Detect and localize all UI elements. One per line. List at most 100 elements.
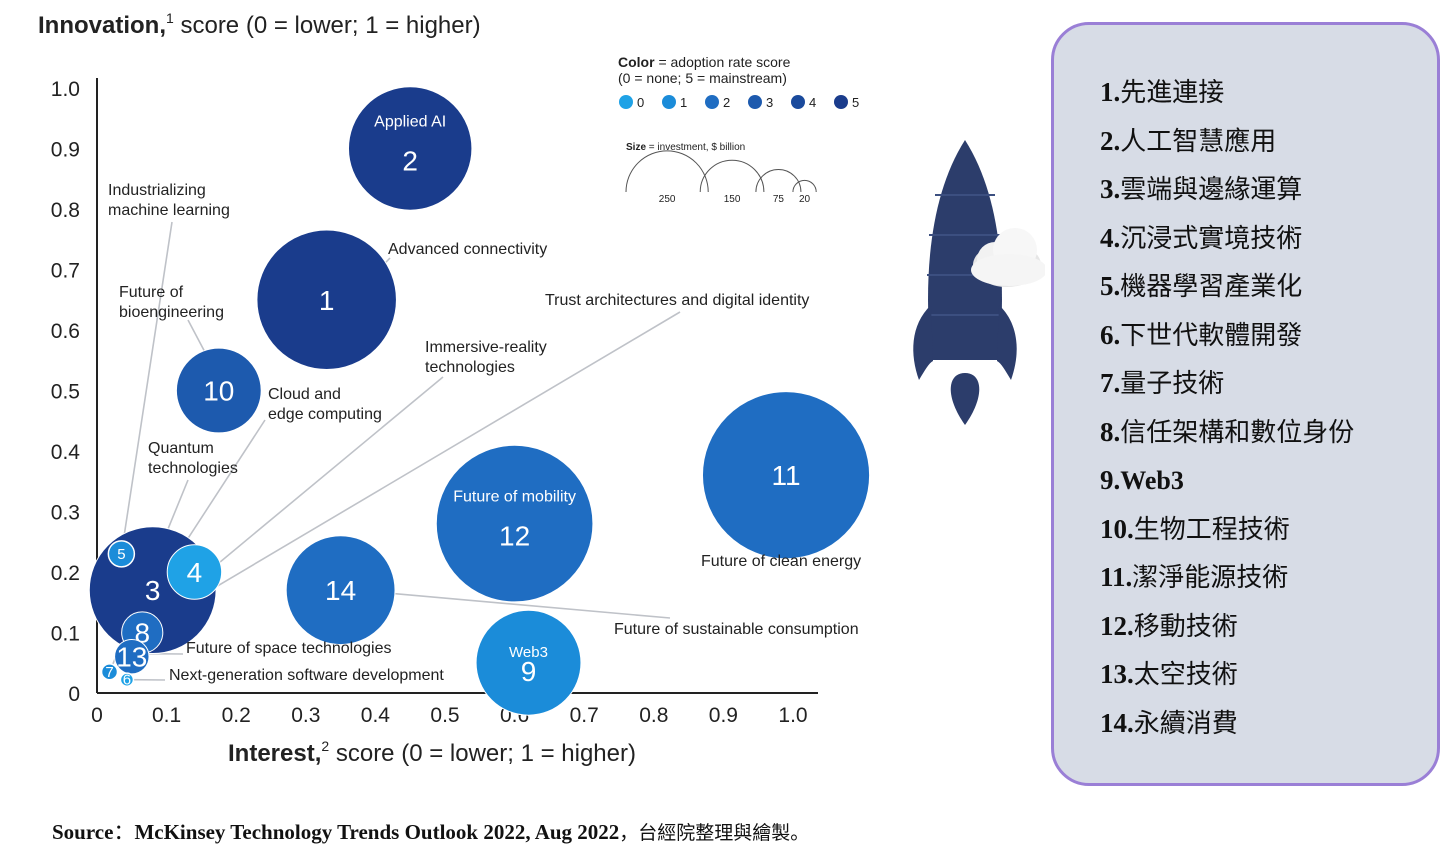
bubble-11 [701,391,871,560]
legend-panel: 1.先進連接 2.人工智慧應用 3.雲端與邊緣運算 4.沉浸式實境技術 5.機器學習產業… [1051,22,1440,786]
x-tick-label: 0.9 [709,704,738,727]
bubble-4 [166,544,223,600]
leader-line [354,589,671,619]
bubble-9 [475,609,582,716]
bubble-number: 11 [772,460,801,491]
x-tick-label: 0 [91,704,103,727]
legend-item-number: 2. [1100,125,1121,156]
bubble-number: 7 [105,664,113,681]
legend-item: 12.移動技術 [1100,603,1354,652]
y-tick-label: 0.6 [51,320,80,343]
bubble-number: 4 [187,557,203,588]
legend-item-name: 潔淨能源技術 [1132,563,1289,593]
legend-item-name: 信任架構和數位身份 [1120,417,1355,448]
bubble-label: technologies [148,460,238,477]
y-tick-label: 0.4 [51,441,81,464]
rocket-icon [913,140,1045,425]
bubble-10 [175,347,262,434]
legend-item-number: 4. [1100,222,1121,253]
legend-item-number: 13. [1100,659,1134,689]
x-tick-label: 0.3 [291,704,320,727]
bubble-label: bioengineering [119,304,224,321]
legend-item: 4.沉浸式實境技術 [1100,215,1354,264]
legend-item-name: 沉浸式實境技術 [1120,223,1303,254]
x-tick-label: 0.5 [430,704,459,727]
y-tick-label: 0.1 [51,623,80,646]
size-arc [625,150,709,193]
size-legend-title: Size = investment, $ billion [626,142,745,153]
color-level-label: 3 [766,95,773,110]
legend-item-number: 10. [1100,513,1134,544]
color-level-label: 4 [809,95,816,110]
bubble-number: 5 [117,546,125,563]
legend-item: 1.先進連接 [1100,69,1354,118]
bubble-label: Cloud and [268,386,341,403]
bubble-label: Next-generation software development [169,667,444,684]
legend-item-name: Web3 [1120,466,1184,495]
x-tick-label: 0.1 [152,704,181,727]
bubble-chart: 0 0.1 0.2 0.3 0.4 0.5 0.6 0.7 0.8 0.9 1.0 0 0.1 0.2 0.… [51,54,871,727]
legend-item-number: 9. [1100,465,1121,495]
legend-item-number: 6. [1100,319,1121,350]
color-swatch [791,95,805,109]
color-level-label: 0 [637,95,644,110]
bubble-13 [114,638,150,675]
bubble-number: 6 [123,672,131,689]
bubble-label: Advanced connectivity [388,241,547,258]
color-swatch [705,95,719,109]
legend-item: 13.太空技術 [1100,651,1354,700]
color-swatch [834,95,848,109]
legend-item: 2.人工智慧應用 [1100,118,1354,167]
legend-item: 11.潔淨能源技術 [1100,554,1354,603]
bubble-number: 10 [203,376,234,407]
legend-item: 10.生物工程技術 [1100,506,1354,555]
bubble-label: technologies [425,359,515,376]
y-tick-label: 0.8 [51,199,80,222]
color-level-label: 2 [723,95,730,110]
bubble-label: Trust architectures and digital identity [545,292,809,309]
legend-item-number: 5. [1100,271,1121,301]
legend-item-name: 永續消費 [1133,708,1238,739]
legend-item-number: 8. [1100,416,1121,447]
bubble-label: Future of sustainable consumption [614,621,859,638]
y-tick-label: 0 [68,683,80,706]
size-value-label: 20 [799,194,811,205]
bubble-number: 1 [319,285,335,316]
bubble-14 [285,535,396,646]
legend-item-name: 人工智慧應用 [1120,126,1277,157]
legend-item: 7.量子技術 [1100,360,1354,409]
bubble-label: Future of space technologies [186,640,391,657]
chart-title: Innovation,1 score (0 = lower; 1 = highe… [38,10,481,39]
x-tick-label: 0.4 [361,704,391,727]
y-tick-label: 0.5 [51,381,80,404]
color-swatch [662,95,676,109]
bubble-inner-label: Future of mobility [453,489,576,506]
legend-item-number: 1. [1100,77,1121,107]
y-tick-label: 0.2 [51,562,80,585]
x-axis-title: Interest,2 score (0 = lower; 1 = higher) [228,738,636,767]
color-level-label: 1 [680,95,687,110]
legend-item-name: 下世代軟體開發 [1120,320,1303,351]
bubble-label: machine learning [108,202,230,219]
legend-item: 6.下世代軟體開發 [1100,312,1354,361]
legend-item-number: 11. [1100,562,1133,592]
legend-item: 3.雲端與邊緣運算 [1100,166,1354,215]
bubble-number: 13 [116,642,147,673]
legend-item-number: 12. [1100,610,1134,641]
leader-line [120,221,173,554]
legend-item-name: 太空技術 [1133,660,1238,690]
legend-list: 1.先進連接 2.人工智慧應用 3.雲端與邊緣運算 4.沉浸式實境技術 5.機器學習產業… [1100,69,1354,748]
x-tick-label: 0.7 [570,704,599,727]
color-legend-subtitle: (0 = none; 5 = mainstream) [618,70,787,86]
legend-item: 9.Web3 [1100,457,1354,506]
bubble-number: 2 [402,146,418,177]
bubble-number: 14 [325,575,356,606]
bubble-label: edge computing [268,406,382,423]
y-tick-label: 0.7 [51,260,80,283]
color-level-label: 5 [852,95,859,110]
size-arc [699,159,765,193]
y-tick-label: 0.3 [51,502,80,525]
bubble-label: Future of clean energy [701,553,861,570]
legend-item: 8.信任架構和數位身份 [1100,409,1354,458]
x-tick-label: 0.2 [222,704,251,727]
